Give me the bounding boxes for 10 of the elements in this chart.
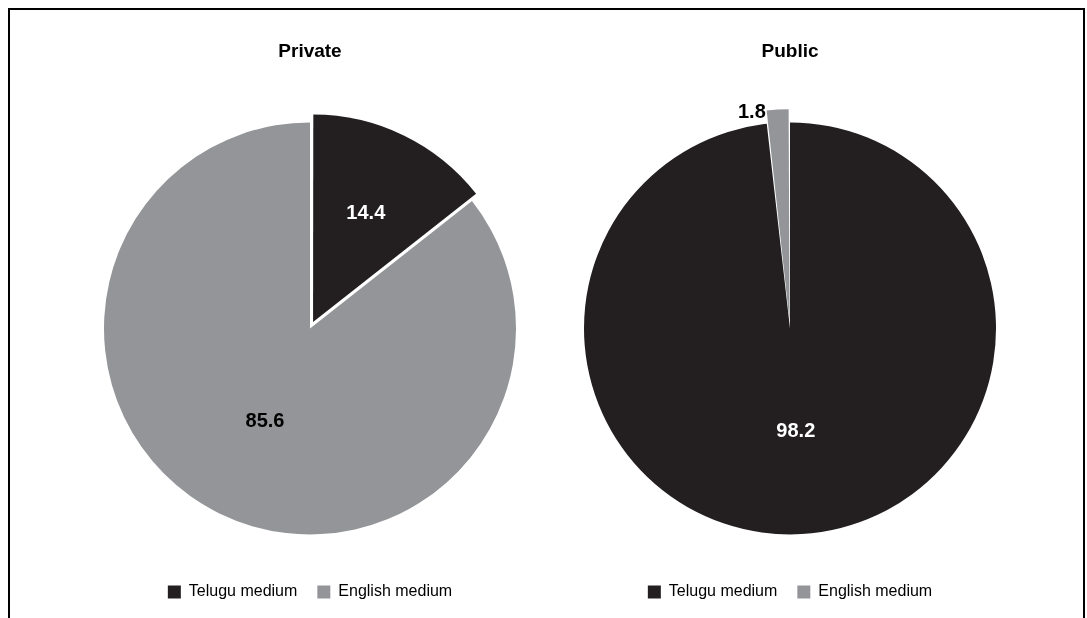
legend-label: Telugu medium <box>188 582 298 600</box>
data-label: 14.4 <box>346 201 387 224</box>
chart-title: Private <box>278 39 342 61</box>
legend-label: English medium <box>338 582 453 600</box>
legend-label: English medium <box>818 582 933 600</box>
legend-label: Telugu medium <box>668 582 778 600</box>
data-label: 98.2 <box>776 418 816 441</box>
data-label: 1.8 <box>737 100 766 123</box>
chart-title: Public <box>761 39 819 61</box>
data-label: 85.6 <box>245 408 285 431</box>
